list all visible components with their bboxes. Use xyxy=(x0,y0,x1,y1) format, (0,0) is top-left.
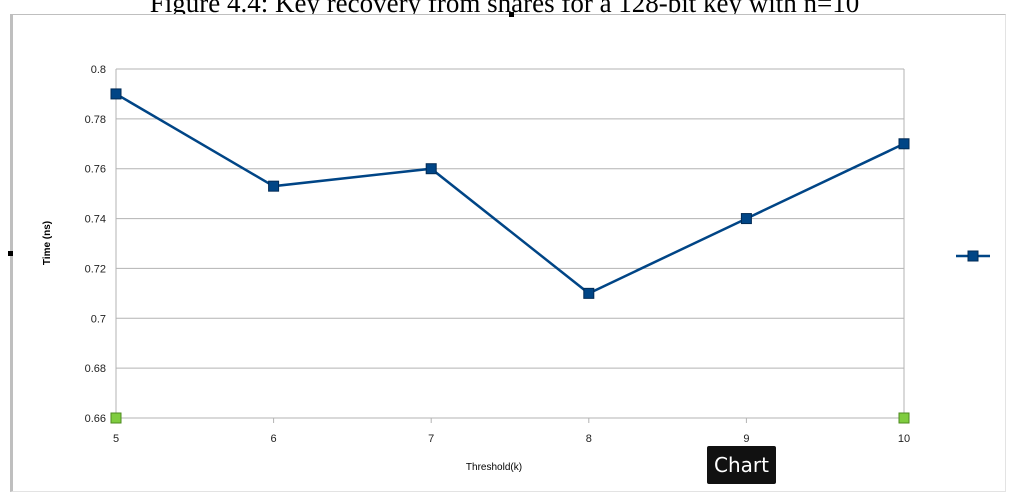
y-tick-label: 0.72 xyxy=(85,263,106,275)
data-point-marker xyxy=(425,163,437,175)
chart-frame[interactable] xyxy=(10,14,1006,492)
chart-legend xyxy=(956,250,990,262)
y-tick-label: 0.68 xyxy=(85,363,106,375)
x-tick-labels: 5 6 7 8 9 10 xyxy=(113,433,910,445)
legend-marker xyxy=(967,250,979,262)
data-point-marker xyxy=(268,180,280,192)
data-point-marker xyxy=(898,138,910,150)
secondary-point-marker xyxy=(898,412,910,424)
y-tick-label: 0.76 xyxy=(85,164,106,176)
series-line xyxy=(115,92,905,295)
x-tick-label: 10 xyxy=(898,433,910,445)
chart-tooltip: Chart xyxy=(707,446,776,484)
y-tick-label: 0.66 xyxy=(85,413,106,425)
data-point-marker xyxy=(583,287,595,299)
chart-series xyxy=(110,88,910,424)
y-tick-labels: 0.66 0.68 0.7 0.72 0.74 0.76 0.78 0.8 xyxy=(85,64,106,425)
x-tick-label: 6 xyxy=(271,433,277,445)
resize-handle-top[interactable] xyxy=(509,12,514,17)
y-tick-label: 0.7 xyxy=(91,313,106,325)
data-point-marker xyxy=(740,213,752,225)
data-point-marker xyxy=(110,88,122,100)
x-tick-label: 7 xyxy=(428,433,434,445)
x-axis-title: Threshold(k) xyxy=(466,462,522,473)
figure-caption: Figure 4.4: Key recovery from shares for… xyxy=(149,0,860,18)
y-axis-title: Time (ns) xyxy=(42,221,53,265)
y-tick-label: 0.78 xyxy=(85,114,106,126)
resize-handle-left[interactable] xyxy=(8,251,13,256)
x-tick-label: 8 xyxy=(586,433,592,445)
y-tick-label: 0.8 xyxy=(91,64,106,76)
x-tick-label: 9 xyxy=(743,433,749,445)
secondary-point-marker xyxy=(110,412,122,424)
x-tick-label: 5 xyxy=(113,433,119,445)
chart-grid xyxy=(115,68,905,423)
y-tick-label: 0.74 xyxy=(85,214,106,226)
